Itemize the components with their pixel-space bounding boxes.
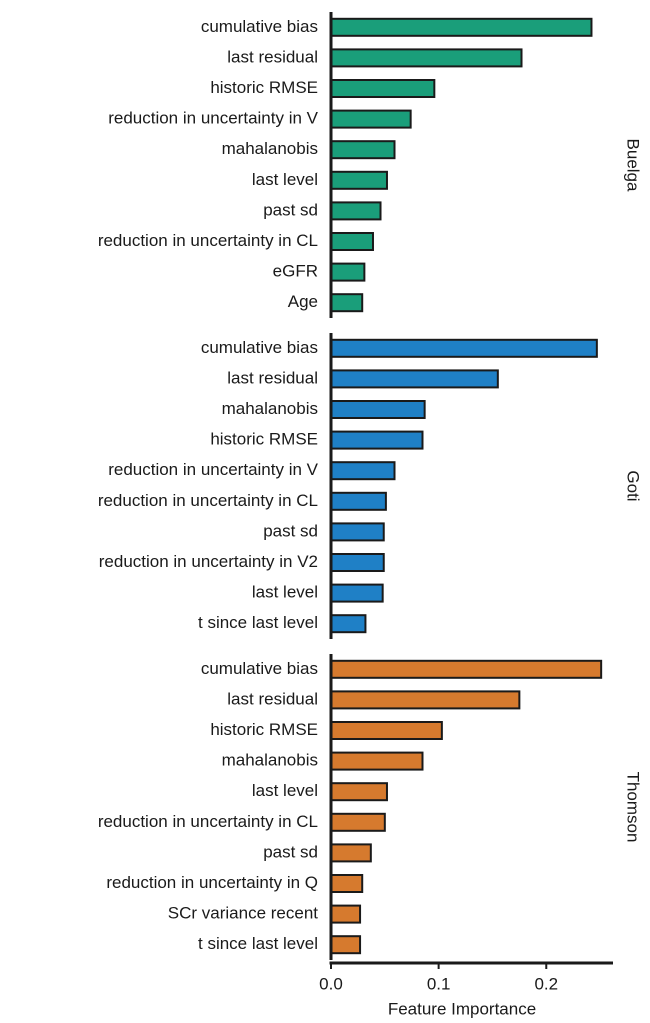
y-tick-label: cumulative bias [201,659,318,678]
y-tick-label: last level [252,781,318,800]
y-tick-label: past sd [263,200,318,219]
y-tick-label: reduction in uncertainty in V2 [99,552,318,571]
bar [330,262,366,282]
y-tick-label: historic RMSE [210,430,318,449]
bar [330,109,412,129]
bar [330,232,374,251]
bar [330,79,436,98]
panel-label: Thomson [624,772,643,843]
y-tick-label: Age [288,292,318,311]
bar [330,614,367,634]
bar [330,904,362,924]
x-tick-label: 0.0 [319,974,343,993]
y-tick-label: reduction in uncertainty in CL [98,491,318,510]
bar [330,812,386,832]
y-tick-label: last residual [227,368,318,387]
x-axis-label: Feature Importance [388,999,536,1018]
y-tick-label: t since last level [198,934,318,953]
bar [330,659,603,679]
y-tick-label: eGFR [273,262,318,281]
y-tick-label: reduction in uncertainty in CL [98,812,318,831]
y-tick-label: mahalanobis [222,139,318,158]
bar [330,400,426,419]
bar [330,874,364,893]
y-tick-label: mahalanobis [222,751,318,770]
bar [330,140,396,160]
bar [330,338,598,358]
y-tick-label: t since last level [198,613,318,632]
x-tick-label: 0.2 [534,974,558,993]
y-tick-label: cumulative bias [201,17,318,36]
y-tick-label: reduction in uncertainty in CL [98,231,318,250]
bar [330,48,523,68]
bar [330,553,385,572]
bar [330,17,593,37]
bar [330,293,364,313]
bar [330,782,388,802]
y-tick-label: past sd [263,521,318,540]
y-tick-label: historic RMSE [210,720,318,739]
bar [330,491,387,511]
y-tick-label: last residual [227,689,318,708]
bar [330,935,362,955]
panel-label: Buelga [624,139,643,192]
bar [330,201,382,221]
bar [330,369,499,389]
y-tick-label: past sd [263,842,318,861]
y-tick-label: reduction in uncertainty in V [108,460,318,479]
bar [330,843,372,863]
bar [330,430,424,450]
bar [330,170,388,190]
bar [330,721,443,740]
y-tick-label: SCr variance recent [168,904,319,923]
y-tick-label: last residual [227,47,318,66]
bar [330,522,385,542]
y-tick-label: reduction in uncertainty in Q [106,873,318,892]
y-tick-label: reduction in uncertainty in V [108,109,318,128]
y-tick-label: mahalanobis [222,399,318,418]
bar [330,690,521,710]
bar [330,583,384,603]
bar [330,461,396,481]
y-tick-label: historic RMSE [210,78,318,97]
panel-label: Goti [624,470,643,501]
y-tick-label: last level [252,170,318,189]
y-tick-label: cumulative bias [201,338,318,357]
y-tick-label: last level [252,583,318,602]
bar [330,751,424,771]
x-tick-label: 0.1 [427,974,451,993]
